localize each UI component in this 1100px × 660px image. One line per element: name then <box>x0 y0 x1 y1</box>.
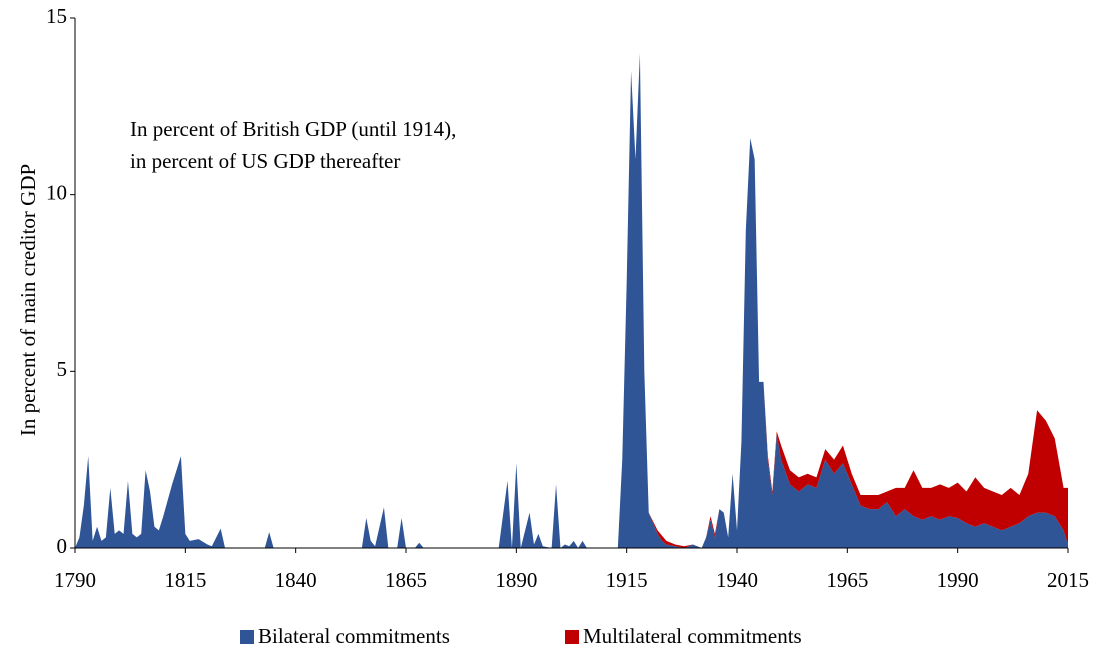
y-tick-label: 5 <box>57 357 68 381</box>
area <box>75 53 1068 548</box>
x-tick-label: 1890 <box>495 568 537 592</box>
legend-swatch <box>565 630 579 644</box>
x-tick-label: 1865 <box>385 568 427 592</box>
x-tick-label: 2015 <box>1047 568 1089 592</box>
x-tick-label: 1965 <box>826 568 868 592</box>
y-tick-label: 15 <box>46 4 67 28</box>
y-tick-label: 0 <box>57 534 68 558</box>
y-tick-label: 10 <box>46 180 67 204</box>
annotation: in percent of US GDP thereafter <box>130 149 400 173</box>
x-tick-label: 1790 <box>54 568 96 592</box>
x-tick-label: 1915 <box>606 568 648 592</box>
x-tick-label: 1940 <box>716 568 758 592</box>
annotation: In percent of British GDP (until 1914), <box>130 117 456 141</box>
x-tick-label: 1840 <box>275 568 317 592</box>
area <box>75 53 1068 548</box>
x-tick-label: 1990 <box>937 568 979 592</box>
legend-swatch <box>240 630 254 644</box>
y-axis-label: In percent of main creditor GDP <box>16 164 40 436</box>
x-tick-label: 1815 <box>164 568 206 592</box>
legend-label: Bilateral commitments <box>258 624 450 648</box>
legend-label: Multilateral commitments <box>583 624 802 648</box>
